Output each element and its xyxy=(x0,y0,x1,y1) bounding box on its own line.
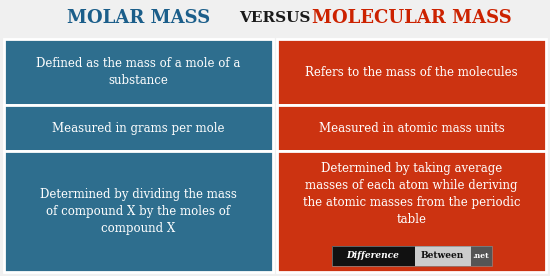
Bar xyxy=(332,246,492,266)
Bar xyxy=(415,246,471,266)
Text: MOLECULAR MASS: MOLECULAR MASS xyxy=(312,9,512,27)
Text: MOLAR MASS: MOLAR MASS xyxy=(67,9,210,27)
Bar xyxy=(277,39,546,105)
Text: Defined as the mass of a mole of a
substance: Defined as the mass of a mole of a subst… xyxy=(36,57,241,87)
Text: VERSUS: VERSUS xyxy=(239,11,311,25)
Text: Measured in atomic mass units: Measured in atomic mass units xyxy=(318,122,504,135)
Text: Between: Between xyxy=(421,251,464,261)
Text: Determined by taking average
masses of each atom while deriving
the atomic masse: Determined by taking average masses of e… xyxy=(302,163,520,226)
Bar xyxy=(4,39,273,105)
Text: .net: .net xyxy=(472,252,490,260)
Text: Refers to the mass of the molecules: Refers to the mass of the molecules xyxy=(305,66,518,79)
Text: Difference: Difference xyxy=(346,251,399,261)
Bar xyxy=(4,105,273,151)
Bar xyxy=(332,246,415,266)
Bar xyxy=(277,105,546,151)
Text: Determined by dividing the mass
of compound X by the moles of
compound X: Determined by dividing the mass of compo… xyxy=(40,188,237,235)
Bar xyxy=(471,246,492,266)
Bar xyxy=(4,151,273,272)
Bar xyxy=(277,151,546,272)
Text: Measured in grams per mole: Measured in grams per mole xyxy=(52,122,225,135)
